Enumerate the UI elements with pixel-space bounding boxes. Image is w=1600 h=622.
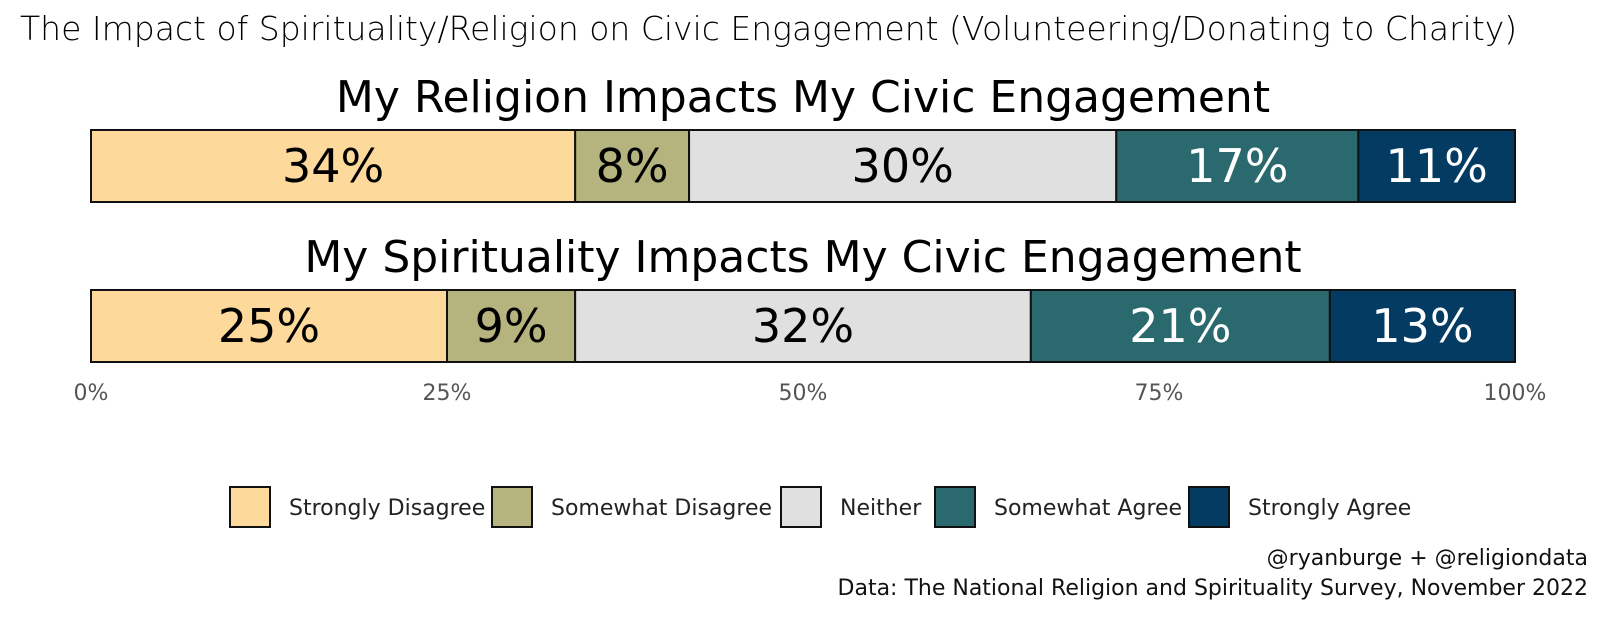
bar-strongly-agree [1328, 289, 1516, 363]
bar-neither [574, 289, 1032, 363]
bar-neither [688, 129, 1118, 203]
bar-somewhat-disagree [574, 129, 691, 203]
x-tick-label: 25% [423, 381, 472, 406]
legend-swatch [491, 486, 533, 528]
x-tick-label: 50% [779, 381, 828, 406]
legend-item-strongly-disagree: Strongly Disagree [229, 486, 485, 528]
x-tick-label: 75% [1135, 381, 1184, 406]
legend-swatch [1188, 486, 1230, 528]
x-tick-label: 0% [74, 381, 109, 406]
x-axis: 0% 25% 50% 75% 100% [74, 381, 1547, 406]
bar-somewhat-agree [1029, 289, 1331, 363]
data-label-somewhat-agree: 17% [1186, 139, 1288, 193]
data-label-somewhat-disagree: 9% [475, 299, 548, 353]
legend-label: Somewhat Agree [994, 496, 1182, 521]
caption-source: Data: The National Religion and Spiritua… [838, 576, 1588, 601]
legend: Strongly Disagree Somewhat Disagree Neithe… [229, 486, 1411, 528]
bar-strongly-disagree [90, 289, 448, 363]
panel-1: My Religion Impacts My Civic Engagement 3… [90, 72, 1516, 203]
data-label-strongly-disagree: 25% [218, 299, 320, 353]
legend-item-somewhat-disagree: Somewhat Disagree [491, 486, 772, 528]
data-label-strongly-agree: 13% [1371, 299, 1473, 353]
legend-item-somewhat-agree: Somewhat Agree [934, 486, 1182, 528]
data-label-neither: 32% [752, 299, 854, 353]
legend-label: Strongly Disagree [289, 496, 485, 521]
data-label-neither: 30% [852, 139, 954, 193]
panel-title: My Religion Impacts My Civic Engagement [336, 72, 1270, 123]
legend-swatch [934, 486, 976, 528]
bar-strongly-agree [1357, 129, 1516, 203]
chart-title: The Impact of Spirituality/Religion on C… [20, 9, 1517, 48]
bar-strongly-disagree [90, 129, 577, 203]
legend-label: Strongly Agree [1248, 496, 1411, 521]
legend-item-strongly-agree: Strongly Agree [1188, 486, 1411, 528]
x-tick-label: 100% [1484, 381, 1547, 406]
data-label-somewhat-disagree: 8% [596, 139, 669, 193]
chart-panels: My Religion Impacts My Civic Engagement 3… [90, 72, 1516, 363]
panel-2: My Spirituality Impacts My Civic Engagem… [90, 232, 1516, 363]
data-label-somewhat-agree: 21% [1129, 299, 1231, 353]
legend-swatch [229, 486, 271, 528]
legend-swatch [780, 486, 822, 528]
legend-label: Somewhat Disagree [551, 496, 772, 521]
bar-somewhat-disagree [446, 289, 577, 363]
data-label-strongly-agree: 11% [1386, 139, 1488, 193]
panel-title: My Spirituality Impacts My Civic Engagem… [304, 232, 1301, 283]
legend-item-neither: Neither [780, 486, 922, 528]
caption-handles: @ryanburge + @religiondata [1267, 546, 1588, 571]
legend-label: Neither [840, 496, 922, 521]
data-label-strongly-disagree: 34% [282, 139, 384, 193]
